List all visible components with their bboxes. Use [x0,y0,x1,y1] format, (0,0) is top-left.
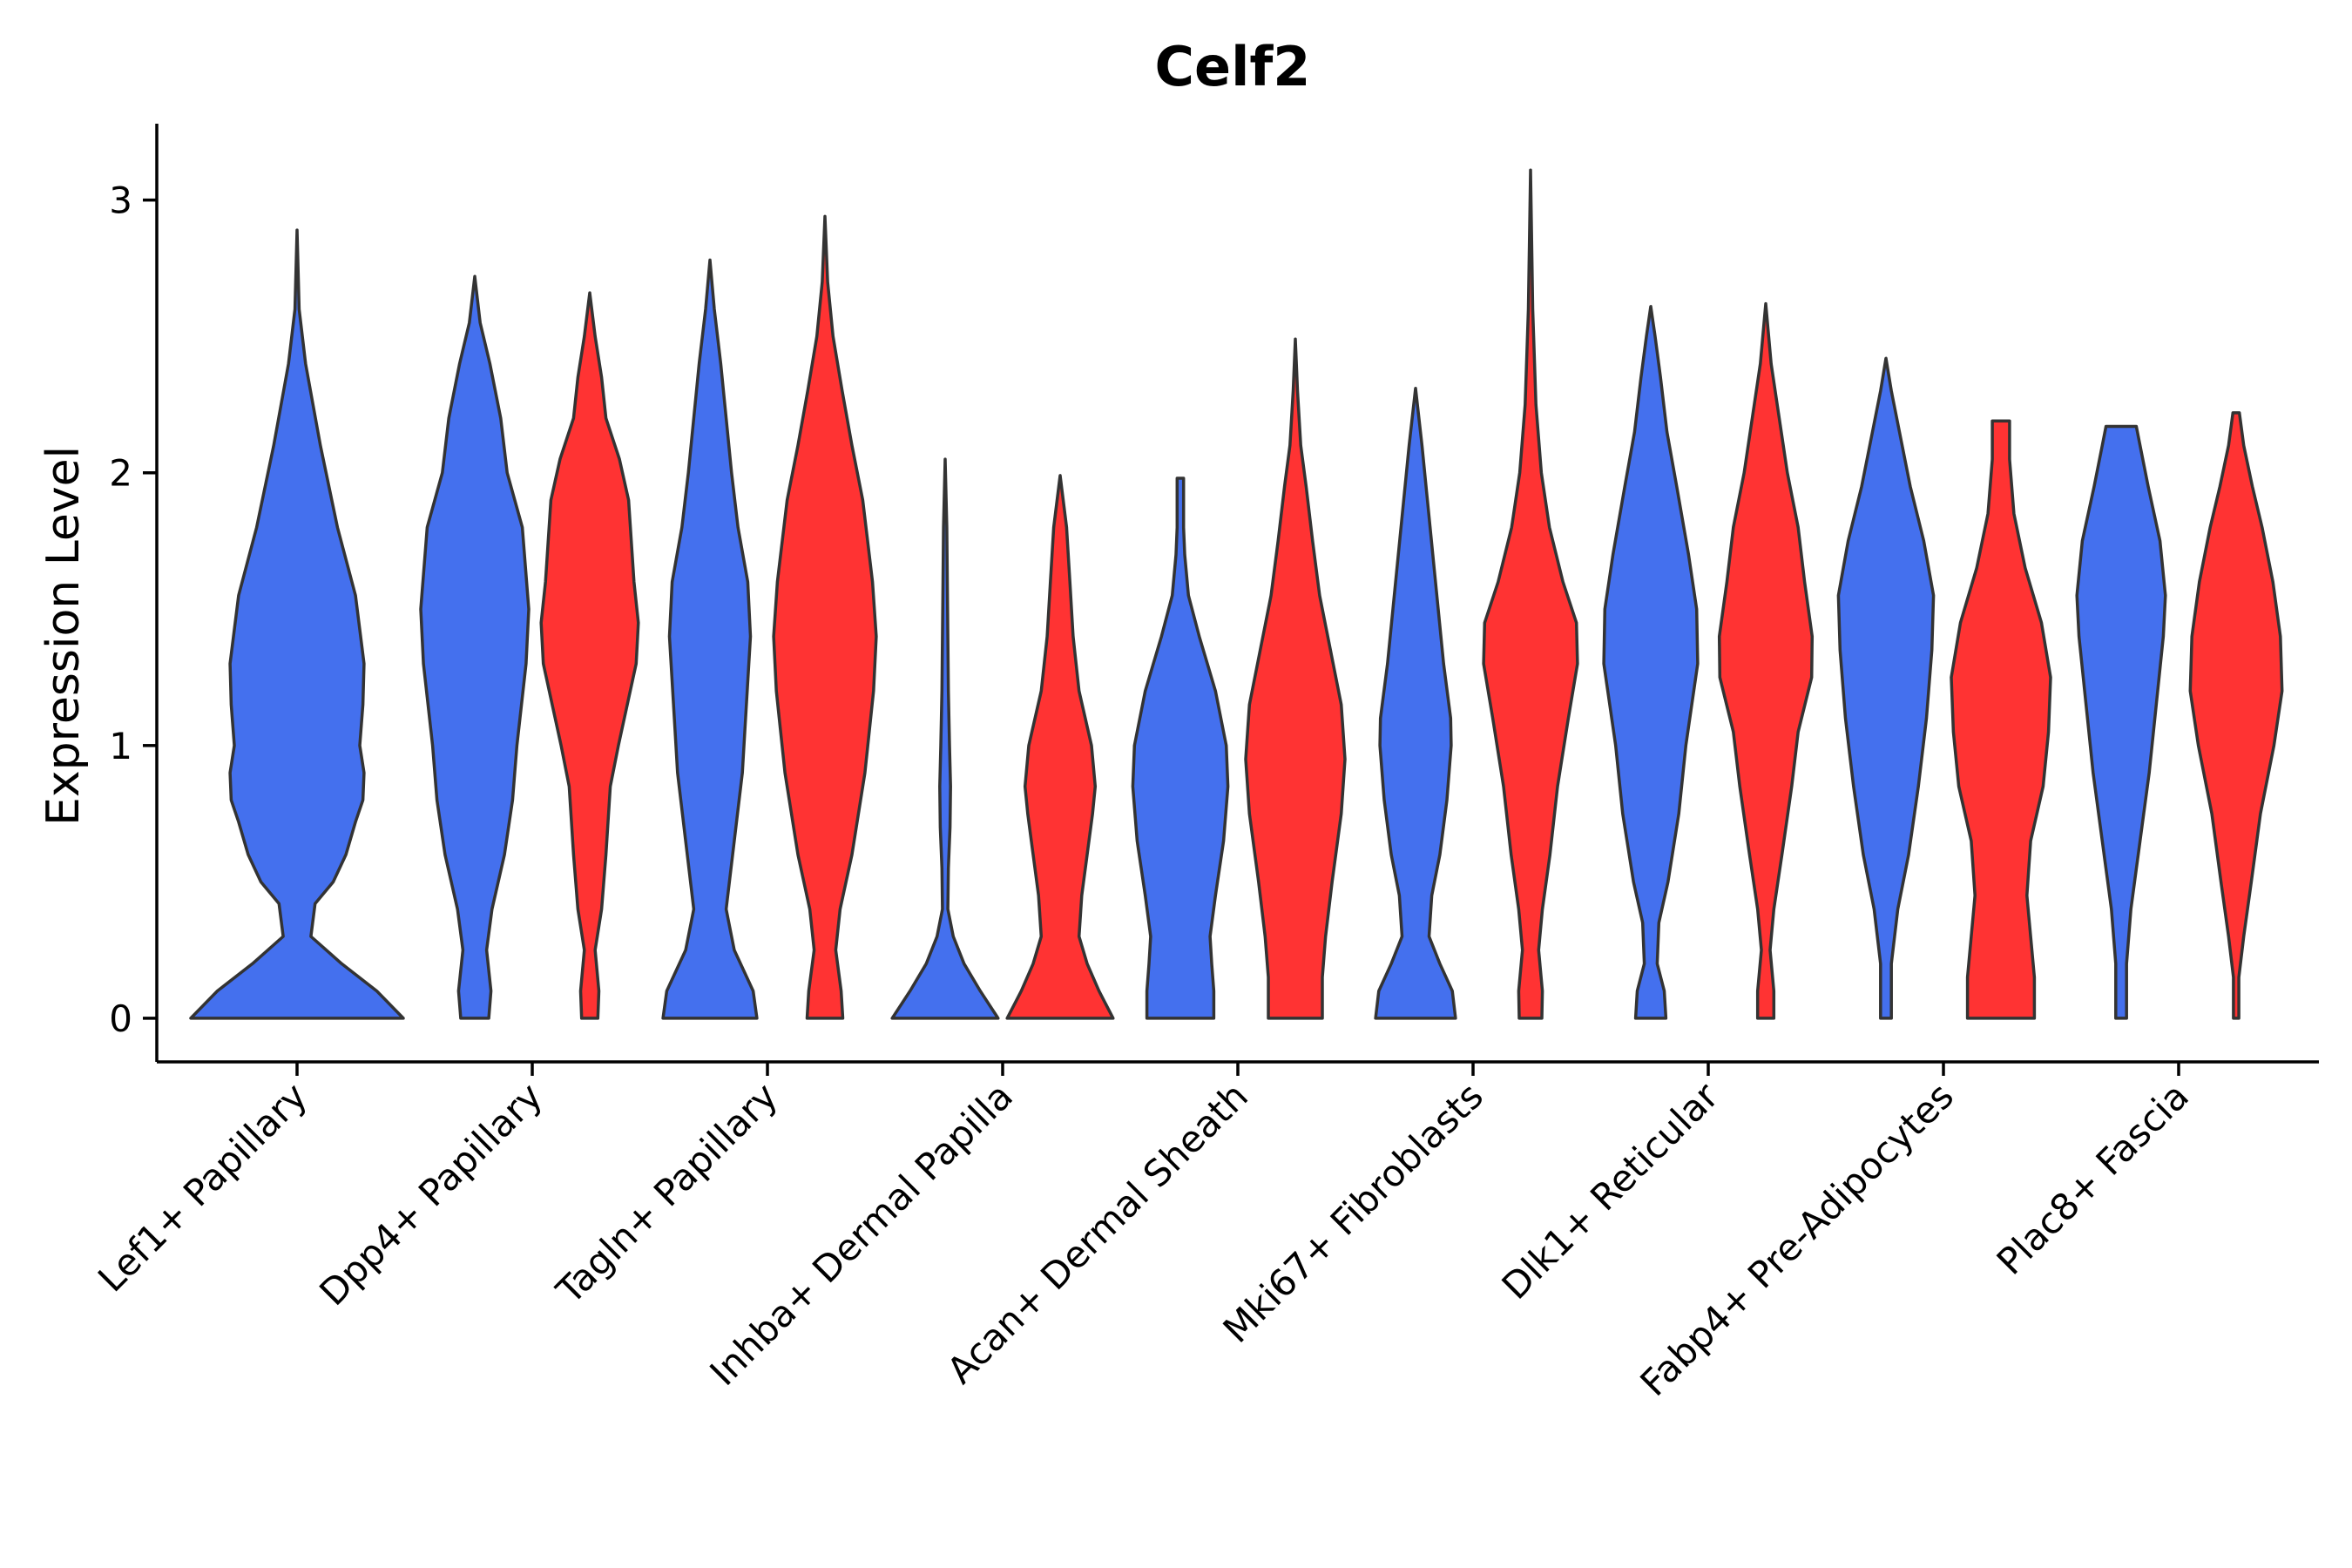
violin-blue-group-3 [661,258,759,1020]
y-tick-label: 3 [109,179,132,222]
violin-blue-group-5 [1131,476,1230,1020]
y-axis-label: Expression Level [37,446,90,826]
violin-blue-group-6 [1374,386,1457,1020]
violin-red-group-4 [1005,474,1115,1020]
violin-red-group-3 [772,214,878,1020]
violin-blue-group-4 [890,457,1000,1020]
x-tick-label: Lef1+ Papillary [90,1074,315,1300]
y-axis-ticks: 0 1 2 3 [109,179,157,1040]
x-tick-label: Dpp4+ Papillary [311,1074,551,1314]
x-tick-label: Dlk1+ Reticular [1494,1074,1727,1308]
violin-blue-group-7 [1602,305,1700,1020]
x-tick-label: Plac8+ Fascia [1989,1074,2197,1282]
violin-red-group-8 [1950,419,2052,1020]
x-tick-label: Tagln+ Papillary [548,1074,786,1312]
x-tick-label: Mki67+ Fibroblasts [1215,1074,1491,1350]
y-tick-label: 1 [109,725,132,767]
y-tick-label: 2 [109,452,132,495]
violin-red-group-5 [1244,337,1347,1020]
violin-blue-group-1 [189,228,405,1020]
violin-blue-group-2 [419,274,531,1020]
violin-red-group-6 [1482,168,1579,1020]
violin-blue-group-9 [2075,424,2167,1020]
violin-red-group-2 [539,291,640,1020]
violin-blue-group-8 [1836,356,1936,1020]
chart-title: Celf2 [1155,35,1311,98]
violin-red-group-9 [2188,411,2284,1020]
violin-red-group-7 [1717,301,1815,1020]
violin-plot-area [189,168,2284,1020]
y-tick-label: 0 [109,997,132,1040]
